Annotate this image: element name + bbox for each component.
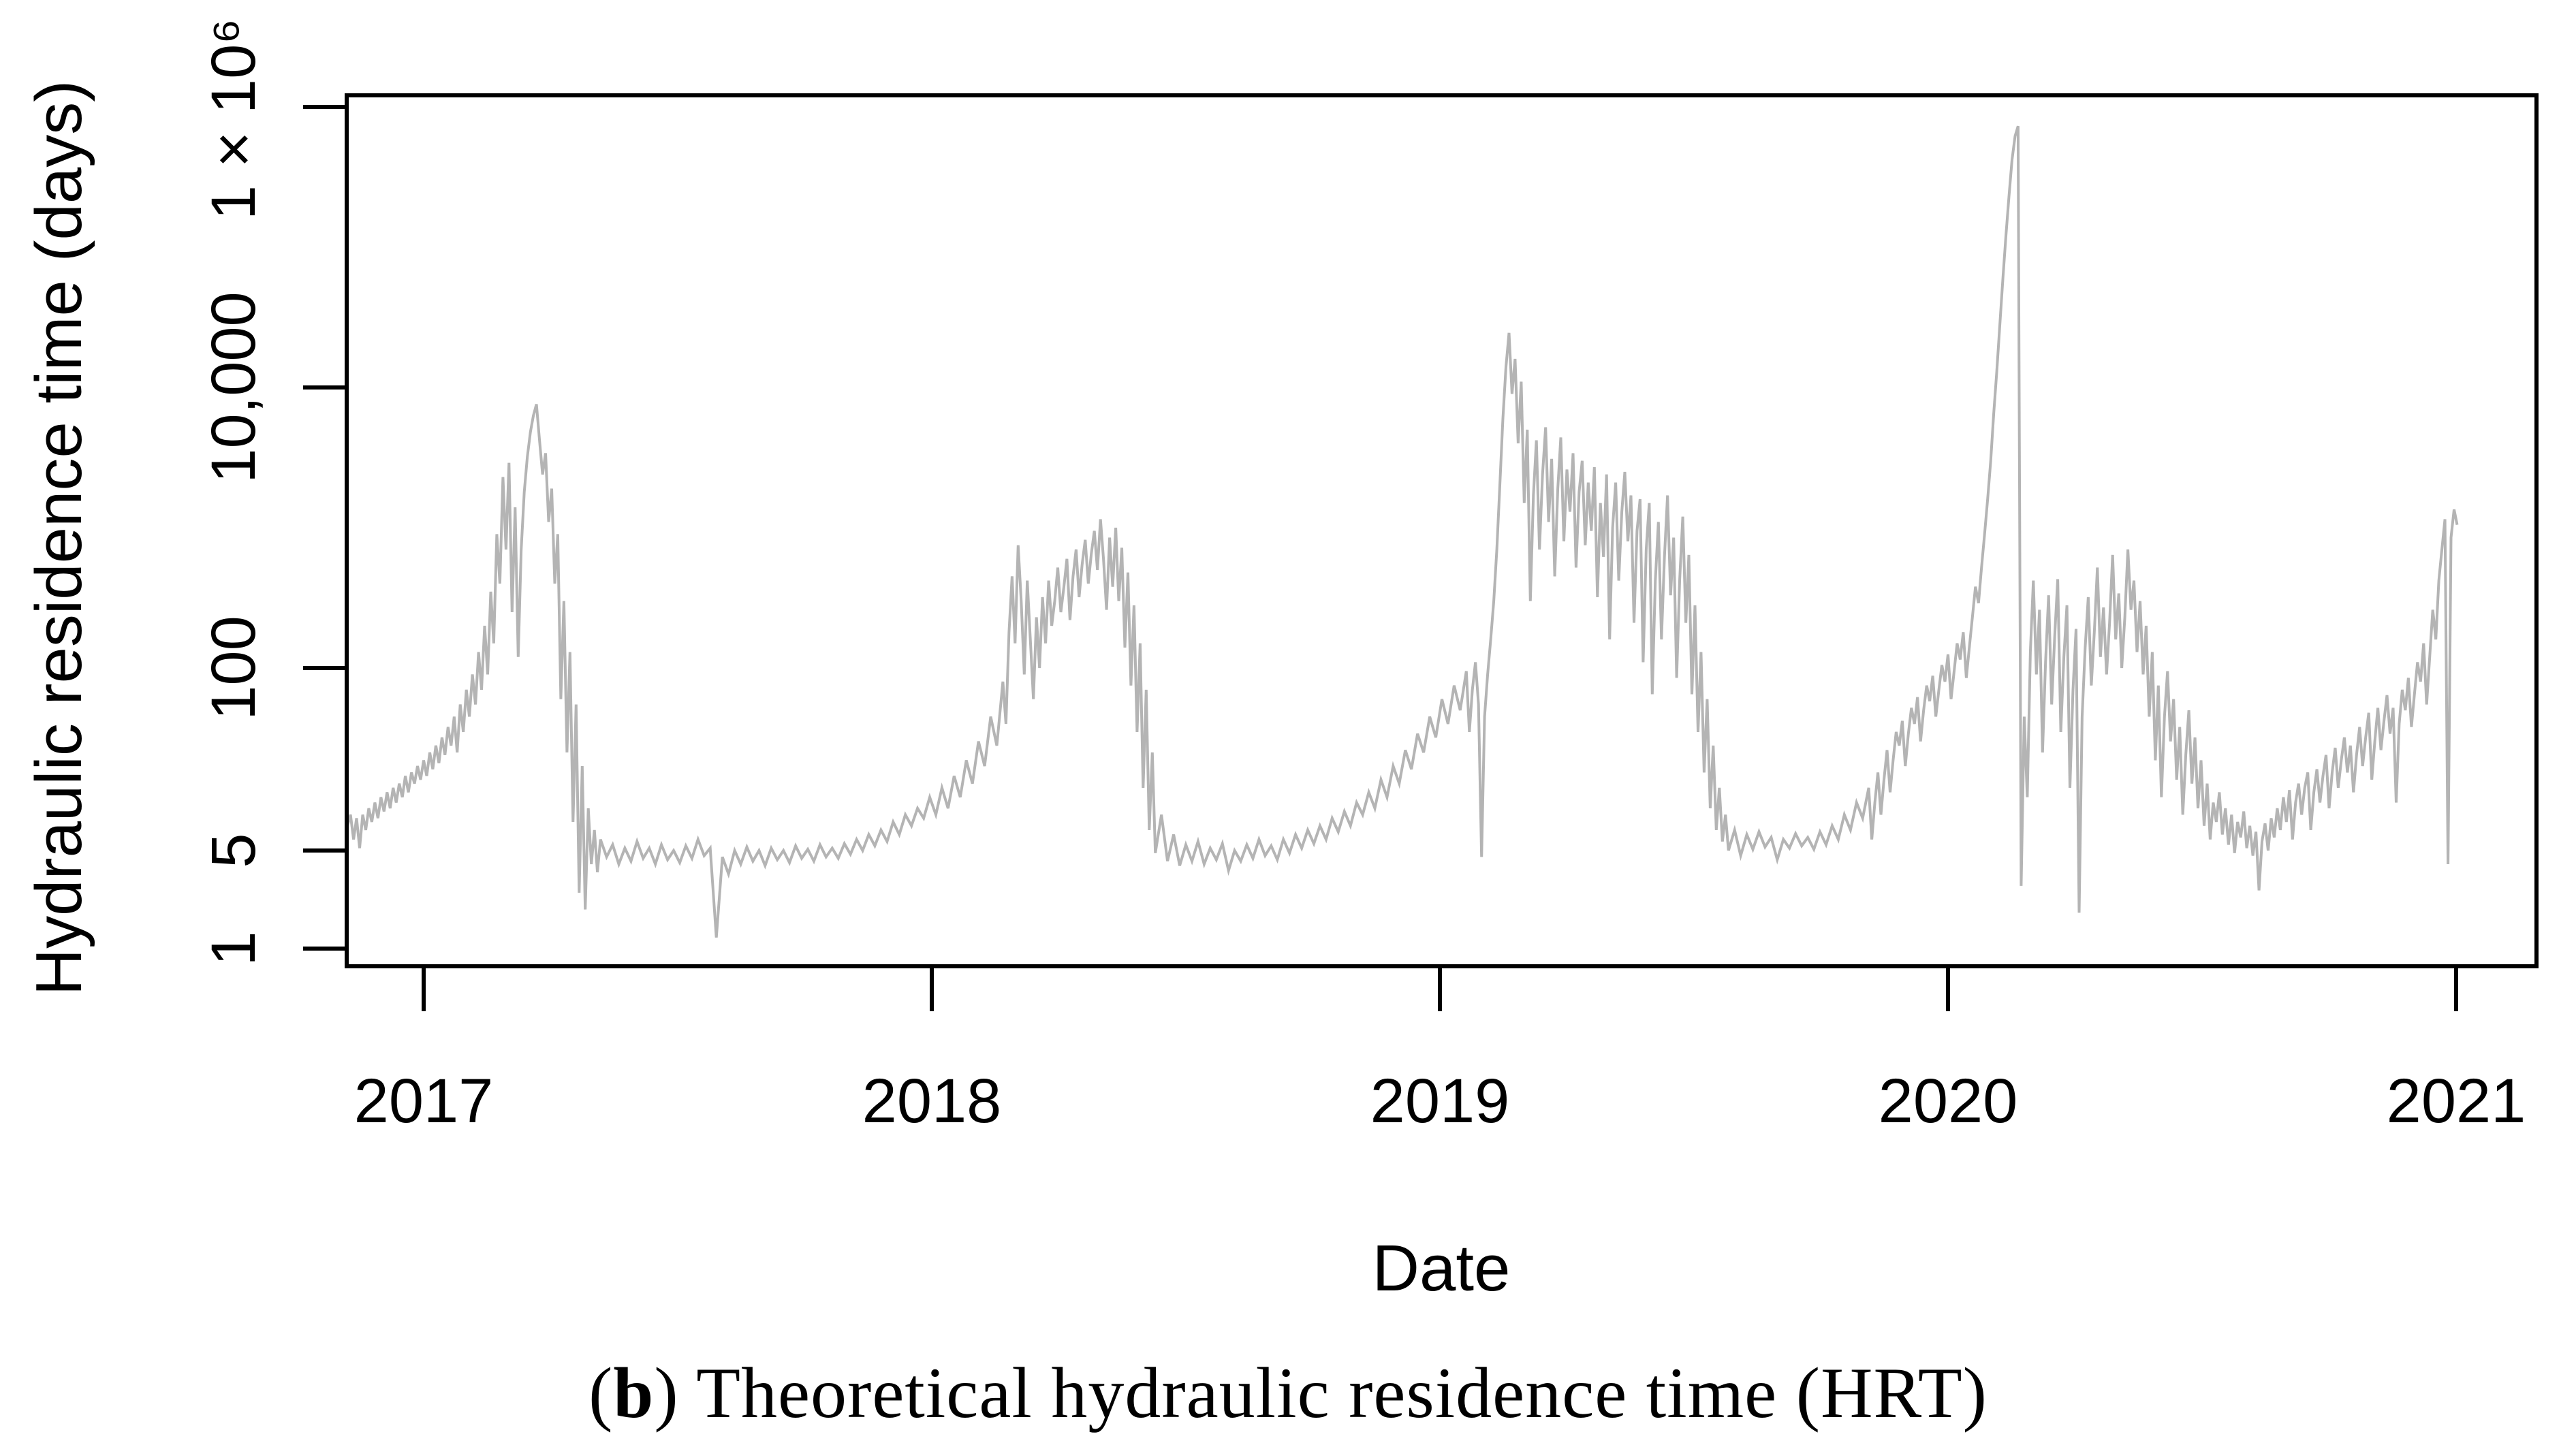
x-tick-label: 2019: [1370, 1066, 1510, 1136]
y-axis-tick-labels: 1 5 100 10,000 1 × 10⁶: [199, 18, 268, 966]
y-axis-title: Hydraulic residence time (days): [22, 80, 95, 996]
x-tick-label: 2017: [354, 1066, 494, 1136]
y-tick-label: 100: [199, 616, 268, 720]
caption-panel-letter: b: [613, 1353, 655, 1433]
y-axis-ticks: [303, 105, 347, 951]
plot-border: [345, 93, 2539, 968]
hrt-series-line: [346, 125, 2459, 938]
y-tick-label: 10,000: [199, 291, 268, 483]
y-tick-label: 1: [199, 931, 268, 966]
caption-text: Theoretical hydraulic residence time (HR…: [678, 1353, 1988, 1433]
x-tick-label: 2018: [862, 1066, 1002, 1136]
y-tick-label: 1 × 10⁶: [199, 18, 268, 220]
x-axis-ticks: [422, 966, 2458, 1011]
plot-box: [345, 93, 2539, 968]
caption-paren-close: ): [654, 1353, 679, 1433]
hrt-line: [346, 125, 2459, 938]
x-axis-tick-labels: 2017 2018 2019 2020 2021: [354, 1066, 2526, 1136]
y-tick-label: 5: [199, 833, 268, 868]
x-tick-label: 2020: [1879, 1066, 2018, 1136]
x-tick-label: 2021: [2387, 1066, 2526, 1136]
figure-caption: (b) Theoretical hydraulic residence time…: [0, 1352, 2576, 1435]
caption-paren-open: (: [588, 1353, 614, 1433]
x-axis-title: Date: [1372, 1232, 1511, 1305]
